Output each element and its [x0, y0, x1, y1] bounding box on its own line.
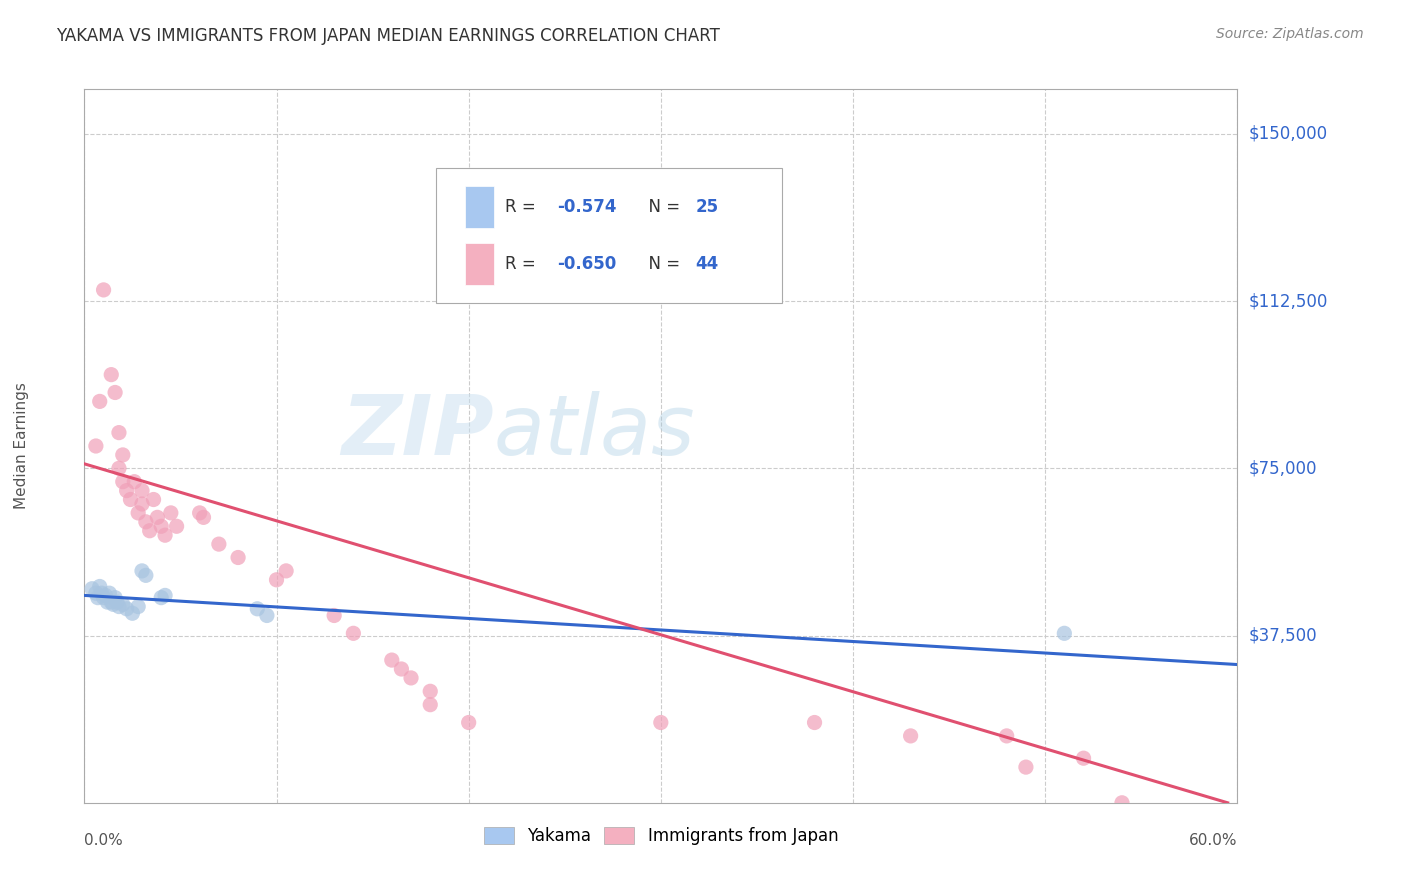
Text: N =: N = — [638, 198, 685, 216]
Point — [98, 586, 121, 600]
Point — [104, 591, 127, 605]
Legend: Yakama, Immigrants from Japan: Yakama, Immigrants from Japan — [477, 820, 845, 852]
Text: YAKAMA VS IMMIGRANTS FROM JAPAN MEDIAN EARNINGS CORRELATION CHART: YAKAMA VS IMMIGRANTS FROM JAPAN MEDIAN E… — [56, 27, 720, 45]
Point — [111, 448, 134, 462]
Point — [135, 568, 157, 582]
Point — [84, 586, 107, 600]
Point — [89, 394, 111, 409]
Bar — [465, 186, 494, 228]
Point — [457, 715, 479, 730]
Point — [87, 591, 110, 605]
Point — [650, 715, 672, 730]
Text: -0.650: -0.650 — [557, 255, 616, 273]
Text: -0.574: -0.574 — [557, 198, 617, 216]
Point — [246, 601, 269, 615]
Text: 60.0%: 60.0% — [1189, 833, 1237, 848]
Point — [108, 599, 131, 614]
Point — [131, 483, 153, 498]
Point — [115, 601, 138, 615]
Point — [103, 598, 124, 612]
Point — [323, 608, 346, 623]
Point — [104, 385, 127, 400]
Point — [1053, 626, 1076, 640]
Point — [135, 515, 157, 529]
Point — [90, 586, 112, 600]
Point — [419, 698, 441, 712]
Point — [131, 564, 153, 578]
Point — [93, 591, 115, 605]
Text: 44: 44 — [696, 255, 718, 273]
Text: 0.0%: 0.0% — [84, 833, 124, 848]
Point — [89, 580, 111, 594]
Point — [381, 653, 404, 667]
Point — [188, 506, 211, 520]
Point — [124, 475, 146, 489]
Point — [900, 729, 922, 743]
Text: $37,500: $37,500 — [1249, 626, 1317, 645]
Point — [193, 510, 215, 524]
Point — [995, 729, 1018, 743]
Point — [127, 506, 149, 520]
Point — [399, 671, 422, 685]
Point — [160, 506, 183, 520]
Point — [127, 599, 149, 614]
Point — [166, 519, 188, 533]
Text: ZIP: ZIP — [342, 392, 494, 472]
Point — [94, 589, 117, 603]
Text: N =: N = — [638, 255, 685, 273]
Point — [108, 425, 131, 440]
Point — [80, 582, 103, 596]
Point — [96, 595, 118, 609]
Point — [1111, 796, 1133, 810]
Point — [342, 626, 364, 640]
Point — [138, 524, 160, 538]
Point — [121, 607, 143, 621]
Point — [111, 598, 134, 612]
Point — [142, 492, 165, 507]
Point — [100, 368, 122, 382]
Point — [391, 662, 413, 676]
Point — [153, 528, 176, 542]
Point — [803, 715, 825, 730]
Point — [105, 595, 128, 609]
Point — [276, 564, 298, 578]
Point — [111, 475, 134, 489]
Text: R =: R = — [505, 198, 541, 216]
Point — [256, 608, 278, 623]
Text: $150,000: $150,000 — [1249, 125, 1327, 143]
Point — [131, 497, 153, 511]
Point — [266, 573, 288, 587]
Point — [120, 492, 142, 507]
Point — [93, 283, 115, 297]
Point — [115, 483, 138, 498]
Point — [100, 595, 122, 609]
Point — [419, 684, 441, 698]
Point — [108, 461, 131, 475]
Point — [150, 519, 173, 533]
Bar — [465, 243, 494, 285]
Point — [84, 439, 107, 453]
Text: 25: 25 — [696, 198, 718, 216]
Point — [226, 550, 249, 565]
Text: Source: ZipAtlas.com: Source: ZipAtlas.com — [1216, 27, 1364, 41]
FancyBboxPatch shape — [436, 168, 782, 303]
Point — [150, 591, 173, 605]
Point — [1015, 760, 1038, 774]
Point — [153, 589, 176, 603]
Text: R =: R = — [505, 255, 541, 273]
Point — [146, 510, 169, 524]
Text: Median Earnings: Median Earnings — [14, 383, 30, 509]
Text: $112,500: $112,500 — [1249, 292, 1327, 310]
Point — [1073, 751, 1095, 765]
Point — [208, 537, 231, 551]
Text: atlas: atlas — [494, 392, 696, 472]
Text: $75,000: $75,000 — [1249, 459, 1317, 477]
